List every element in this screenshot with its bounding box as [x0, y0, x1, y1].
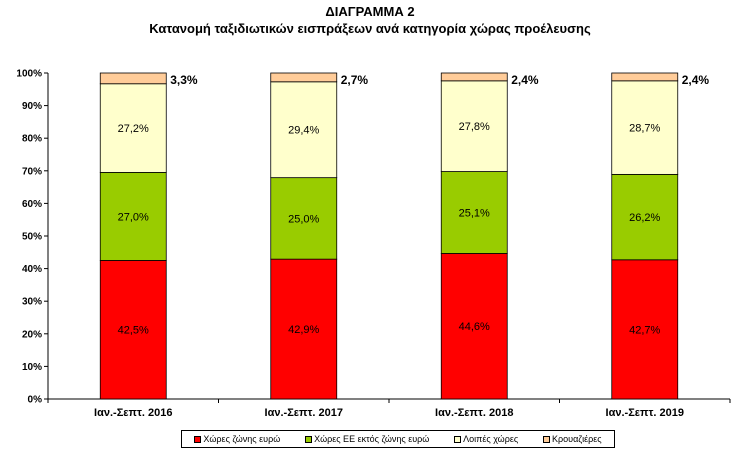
bar-segment: [440, 80, 508, 172]
bar-segment: [99, 83, 167, 173]
stacked-bar-chart: 0% 10% 20% 30% 40% 50% 60% 70% 80% 90% 100% 42,5% 27…: [16, 69, 731, 419]
legend-label: Κρουαζιέρες: [552, 434, 602, 444]
y-tick-label: 80%: [22, 134, 42, 145]
bar-segment: [440, 72, 508, 82]
legend-swatch: [194, 435, 202, 443]
x-tick-label: Ιαν.-Σεπτ. 2019: [606, 407, 684, 419]
data-label: 44,6%: [459, 321, 490, 333]
y-tick-label: 90%: [22, 101, 42, 112]
y-tick-label: 30%: [22, 297, 42, 308]
bar-segment: [611, 80, 679, 175]
y-tick-label: 50%: [22, 232, 42, 243]
legend-item: Χώρες ζώνης ευρώ: [194, 434, 280, 444]
bar-segment: [99, 172, 167, 261]
data-label: 28,7%: [629, 123, 660, 135]
bar-segment: [270, 258, 338, 400]
data-label: 42,5%: [118, 325, 149, 337]
data-label: 2,4%: [511, 73, 539, 87]
y-tick-label: 40%: [22, 264, 42, 275]
bar-segment: [440, 171, 508, 254]
legend-swatch: [454, 435, 462, 443]
legend-swatch: [543, 435, 551, 443]
legend-label: Λοιπές χώρες: [463, 434, 519, 444]
bar-segment: [440, 253, 508, 400]
data-label: 42,7%: [629, 324, 660, 336]
data-label: 26,2%: [629, 212, 660, 224]
bar-segment: [611, 72, 679, 82]
data-label: 27,8%: [459, 121, 490, 133]
data-label: 42,9%: [288, 324, 319, 336]
y-tick-label: 60%: [22, 199, 42, 210]
x-tick-label: Ιαν.-Σεπτ. 2017: [265, 407, 343, 419]
legend-label: Χώρες ζώνης ευρώ: [203, 434, 281, 444]
bar-segment: [611, 173, 679, 261]
bar-segment: [99, 72, 167, 85]
legend-item: Λοιπές χώρες: [454, 434, 518, 444]
data-label: 3,3%: [170, 73, 198, 87]
chart-legend: Χώρες ζώνης ευρώ Χώρες ΕΕ εκτός ζώνης ευρ…: [181, 430, 615, 448]
y-tick-label: 10%: [22, 362, 42, 373]
x-tick-label: Ιαν.-Σεπτ. 2018: [435, 407, 513, 419]
legend-item: Χώρες ΕΕ εκτός ζώνης ευρώ: [305, 434, 429, 444]
data-label: 29,4%: [288, 125, 319, 137]
legend-label: Χώρες ΕΕ εκτός ζώνης ευρώ: [314, 434, 430, 444]
data-label: 27,0%: [118, 211, 149, 223]
x-tick-label: Ιαν.-Σεπτ. 2016: [94, 407, 172, 419]
data-label: 25,1%: [459, 208, 490, 220]
legend-swatch: [305, 435, 313, 443]
data-label: 25,0%: [288, 213, 319, 225]
bar-segment: [270, 72, 338, 83]
legend-item: Κρουαζιέρες: [543, 434, 602, 444]
y-tick-label: 0%: [28, 395, 43, 406]
chart-title: ΔΙΑΓΡΑΜΜΑ 2: [325, 4, 415, 19]
data-label: 2,7%: [341, 73, 369, 87]
bar-segment: [99, 260, 167, 400]
data-label: 27,2%: [118, 123, 149, 135]
y-tick-label: 100%: [16, 69, 42, 80]
data-label: 2,4%: [682, 73, 710, 87]
chart-subtitle: Κατανομή ταξιδιωτικών εισπράξεων ανά κατ…: [149, 21, 591, 36]
y-tick-label: 20%: [22, 329, 42, 340]
y-tick-label: 70%: [22, 166, 42, 177]
bar-segment: [270, 177, 338, 260]
bar-segment: [611, 259, 679, 400]
